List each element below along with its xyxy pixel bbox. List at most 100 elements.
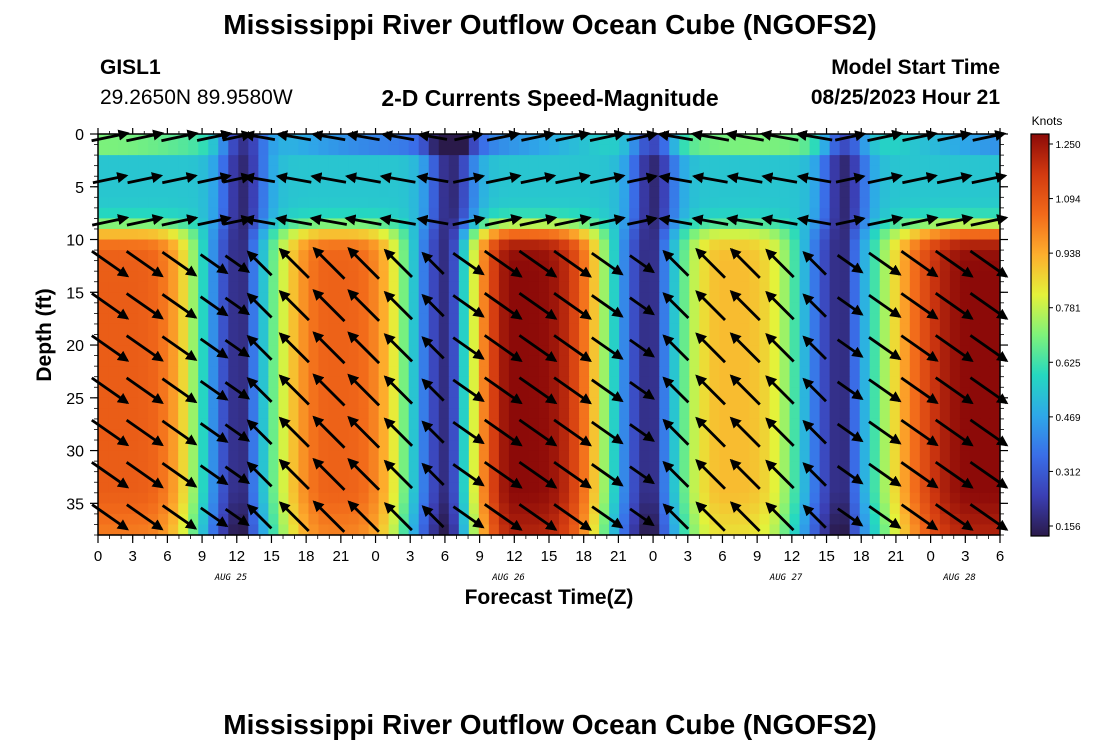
heatmap-cell <box>969 482 981 494</box>
heatmap-cell <box>528 134 540 146</box>
heatmap-cell <box>258 197 269 209</box>
model-start-value: 08/25/2023 Hour 21 <box>810 86 1000 109</box>
current-vector-arrow <box>802 335 827 360</box>
heatmap-cell <box>138 397 149 409</box>
heatmap-cell <box>188 292 199 304</box>
heatmap-cell <box>819 323 831 336</box>
heatmap-cell <box>358 450 370 462</box>
heatmap-cell <box>849 323 861 336</box>
heatmap-cell <box>328 239 340 251</box>
heatmap-cell <box>338 513 350 526</box>
heatmap-cell <box>579 408 590 420</box>
current-vector-arrow <box>868 293 902 318</box>
heatmap-cell <box>488 461 500 473</box>
heatmap-cell <box>749 429 761 441</box>
heatmap-cell <box>839 429 851 441</box>
heatmap-cell <box>148 461 159 473</box>
heatmap-cell <box>619 461 630 473</box>
heatmap-cell <box>478 292 490 304</box>
heatmap-cell <box>358 186 370 198</box>
heatmap-cell <box>498 144 510 156</box>
heatmap-cell <box>599 503 610 515</box>
current-vector-arrow <box>729 374 761 406</box>
heatmap-cell <box>428 271 440 283</box>
heatmap-cell <box>488 492 500 504</box>
heatmap-cell <box>699 271 710 283</box>
heatmap-cell <box>949 271 961 283</box>
heatmap-cell <box>969 408 981 420</box>
heatmap-cell <box>218 492 229 504</box>
heatmap-cell <box>188 334 199 346</box>
heatmap-cell <box>559 492 570 504</box>
heatmap-cell <box>689 418 700 431</box>
heatmap-cell <box>278 366 290 378</box>
heatmap-cell <box>448 482 460 494</box>
heatmap-cell <box>749 155 761 167</box>
heatmap-cell <box>408 260 420 272</box>
current-vector-arrow <box>553 376 592 405</box>
heatmap-cell <box>859 482 871 494</box>
current-vector-arrow <box>416 172 449 184</box>
heatmap-cell <box>168 197 179 209</box>
heatmap-cell <box>428 397 440 409</box>
heatmap-cell <box>929 345 941 357</box>
heatmap-cell <box>458 397 470 409</box>
heatmap-cell <box>438 302 450 314</box>
heatmap-cell <box>979 302 991 314</box>
heatmap-cell <box>308 302 320 314</box>
heatmap-cell <box>909 440 921 452</box>
heatmap-cell <box>468 228 480 241</box>
heatmap-cell <box>198 228 209 241</box>
heatmap-cell <box>799 524 811 536</box>
heatmap-cell <box>448 450 460 462</box>
heatmap-cell <box>208 387 219 399</box>
heatmap-cell <box>959 260 971 272</box>
heatmap-cell <box>408 440 420 452</box>
heatmap-cell <box>198 186 209 198</box>
heatmap-cell <box>909 271 921 283</box>
heatmap-cell <box>679 271 690 283</box>
heatmap-cell <box>298 271 310 283</box>
heatmap-cell <box>979 323 991 336</box>
heatmap-cell <box>138 450 149 462</box>
heatmap-cell <box>639 408 650 420</box>
heatmap-cell <box>659 513 670 526</box>
heatmap-cell <box>639 366 650 378</box>
heatmap-cell <box>839 387 851 399</box>
heatmap-cell <box>609 492 620 504</box>
heatmap-cell <box>448 134 460 146</box>
heatmap-cell <box>599 218 610 230</box>
heatmap-cell <box>378 207 390 220</box>
heatmap-cell <box>809 186 821 198</box>
heatmap-cell <box>338 429 350 441</box>
heatmap-cell <box>899 450 911 462</box>
heatmap-cell <box>248 144 259 156</box>
heatmap-cell <box>108 239 119 251</box>
heatmap-cell <box>508 492 520 504</box>
current-vector-arrow <box>199 337 229 359</box>
heatmap-cell <box>989 355 1001 367</box>
heatmap-cell <box>569 134 580 146</box>
heatmap-cell <box>899 302 911 314</box>
heatmap-cell <box>468 207 480 220</box>
heatmap-cell <box>428 313 440 325</box>
heatmap-cell <box>258 228 269 241</box>
heatmap-cell <box>508 144 520 156</box>
heatmap-cell <box>829 355 841 367</box>
heatmap-cell <box>649 397 660 409</box>
heatmap-cell <box>338 165 350 177</box>
heatmap-cell <box>108 418 119 431</box>
heatmap-cell <box>629 260 640 272</box>
heatmap-cell <box>769 366 781 378</box>
heatmap-cell <box>358 323 370 336</box>
current-vector-arrow <box>224 465 251 484</box>
current-vector-arrow <box>421 462 445 486</box>
heatmap-cell <box>959 334 971 346</box>
heatmap-cell <box>909 207 921 220</box>
heatmap-cell <box>348 524 360 536</box>
heatmap-cell <box>528 186 540 198</box>
heatmap-cell <box>809 313 821 325</box>
heatmap-cell <box>528 165 540 177</box>
heatmap-cell <box>198 450 209 462</box>
heatmap-cell <box>709 176 720 188</box>
